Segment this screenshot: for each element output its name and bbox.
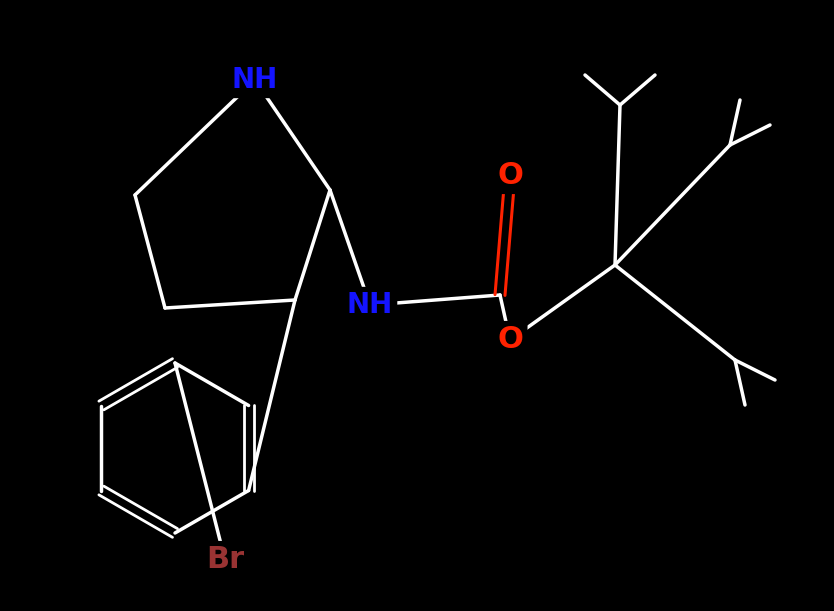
Text: NH: NH: [232, 66, 278, 94]
Text: O: O: [497, 326, 523, 354]
Text: NH: NH: [347, 291, 393, 319]
Text: O: O: [497, 161, 523, 189]
Text: Br: Br: [206, 546, 244, 574]
